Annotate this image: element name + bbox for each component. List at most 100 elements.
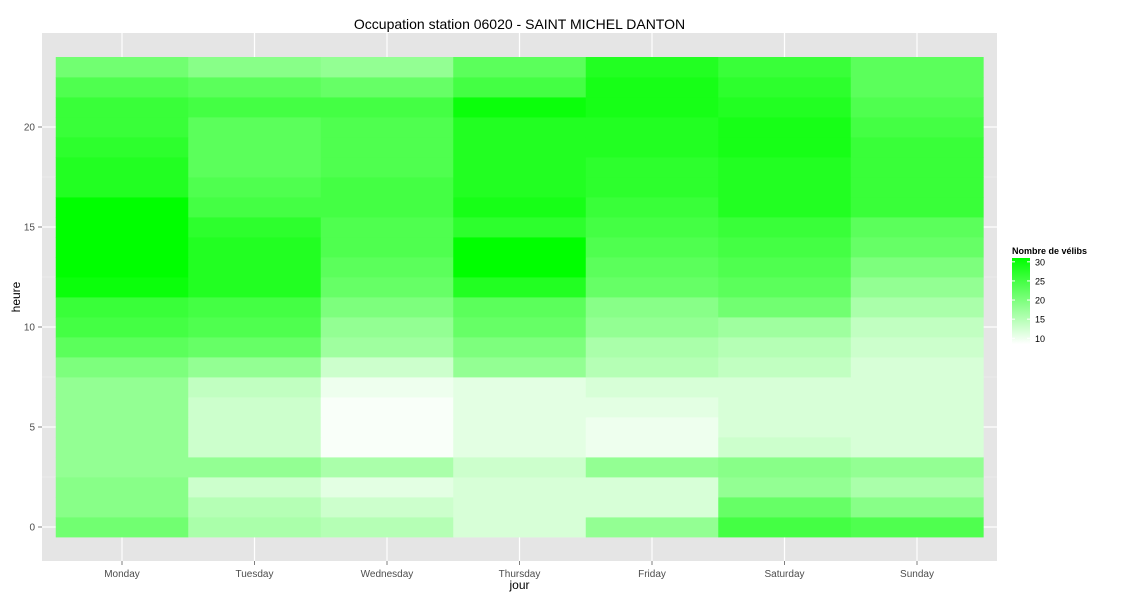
heatmap-cell bbox=[585, 237, 719, 258]
heatmap-cell bbox=[188, 417, 322, 438]
legend-label: 15 bbox=[1035, 315, 1045, 325]
heatmap-cell bbox=[585, 477, 719, 498]
heatmap-cell bbox=[188, 157, 322, 178]
legend-title: Nombre de vélibs bbox=[1012, 246, 1087, 256]
x-tick-label: Friday bbox=[638, 569, 666, 580]
heatmap-cell bbox=[850, 257, 984, 278]
heatmap-cell bbox=[55, 257, 189, 278]
heatmap-cell bbox=[453, 177, 587, 198]
heatmap-cell bbox=[453, 197, 587, 218]
heatmap-cell bbox=[718, 477, 852, 498]
heatmap-cell bbox=[320, 197, 454, 218]
heatmap-cell bbox=[850, 217, 984, 238]
heatmap-cell bbox=[453, 217, 587, 238]
heatmap-cell bbox=[55, 97, 189, 118]
heatmap-cell bbox=[55, 317, 189, 338]
y-axis-title: heure bbox=[9, 281, 23, 312]
heatmap-cell bbox=[453, 397, 587, 418]
heatmap-cell bbox=[718, 457, 852, 478]
heatmap-cell bbox=[188, 117, 322, 138]
heatmap-cell bbox=[585, 77, 719, 98]
heatmap-cell bbox=[320, 57, 454, 78]
heatmap-cell bbox=[453, 157, 587, 178]
heatmap-cell bbox=[320, 317, 454, 338]
heatmap-cell bbox=[188, 297, 322, 318]
heatmap-cell bbox=[850, 197, 984, 218]
heatmap-cell bbox=[453, 357, 587, 378]
heatmap-cell bbox=[850, 97, 984, 118]
heatmap-cell bbox=[718, 157, 852, 178]
heatmap-cell bbox=[188, 197, 322, 218]
heatmap-cell bbox=[320, 497, 454, 518]
heatmap-cell bbox=[188, 237, 322, 258]
heatmap-cell bbox=[585, 217, 719, 238]
heatmap-cell bbox=[718, 137, 852, 158]
heatmap-cell bbox=[453, 497, 587, 518]
heatmap-cell bbox=[850, 117, 984, 138]
heatmap-cell bbox=[718, 297, 852, 318]
heatmap-cell bbox=[55, 337, 189, 358]
heatmap-cell bbox=[850, 77, 984, 98]
heatmap-cell bbox=[55, 157, 189, 178]
heatmap-cell bbox=[55, 237, 189, 258]
heatmap-cell bbox=[320, 377, 454, 398]
heatmap-cell bbox=[55, 357, 189, 378]
heatmap-cell bbox=[718, 57, 852, 78]
heatmap-cell bbox=[585, 377, 719, 398]
heatmap-cell bbox=[320, 117, 454, 138]
heatmap-cell bbox=[453, 257, 587, 278]
heatmap-cell bbox=[320, 97, 454, 118]
heatmap-cell bbox=[718, 97, 852, 118]
heatmap-cell bbox=[188, 77, 322, 98]
heatmap-cell bbox=[585, 317, 719, 338]
heatmap-cell bbox=[320, 337, 454, 358]
heatmap-cells bbox=[55, 57, 984, 538]
heatmap-cell bbox=[320, 297, 454, 318]
heatmap-cell bbox=[453, 277, 587, 298]
heatmap-cell bbox=[585, 197, 719, 218]
heatmap-cell bbox=[55, 377, 189, 398]
heatmap-cell bbox=[585, 57, 719, 78]
heatmap-cell bbox=[188, 277, 322, 298]
heatmap-cell bbox=[718, 177, 852, 198]
heatmap-cell bbox=[585, 177, 719, 198]
heatmap-cell bbox=[453, 317, 587, 338]
heatmap-cell bbox=[55, 297, 189, 318]
heatmap-cell bbox=[718, 217, 852, 238]
heatmap-cell bbox=[188, 57, 322, 78]
heatmap-cell bbox=[188, 97, 322, 118]
heatmap-cell bbox=[320, 517, 454, 538]
heatmap-cell bbox=[718, 77, 852, 98]
x-tick-label: Thursday bbox=[499, 569, 541, 580]
heatmap-cell bbox=[850, 157, 984, 178]
heatmap-cell bbox=[850, 457, 984, 478]
y-tick-label: 20 bbox=[24, 123, 36, 134]
heatmap-cell bbox=[453, 237, 587, 258]
heatmap-cell bbox=[320, 157, 454, 178]
heatmap-cell bbox=[188, 517, 322, 538]
heatmap-cell bbox=[55, 437, 189, 458]
heatmap-cell bbox=[718, 417, 852, 438]
heatmap-cell bbox=[850, 417, 984, 438]
legend: Nombre de vélibs 30 25 20 15 10 bbox=[1012, 246, 1087, 344]
heatmap-cell bbox=[850, 277, 984, 298]
heatmap-cell bbox=[585, 297, 719, 318]
heatmap-cell bbox=[320, 277, 454, 298]
heatmap-cell bbox=[453, 437, 587, 458]
heatmap-cell bbox=[320, 417, 454, 438]
heatmap-cell bbox=[453, 57, 587, 78]
heatmap-cell bbox=[55, 137, 189, 158]
heatmap-cell bbox=[718, 197, 852, 218]
heatmap-cell bbox=[188, 177, 322, 198]
heatmap-cell bbox=[453, 417, 587, 438]
heatmap-cell bbox=[850, 437, 984, 458]
heatmap-cell bbox=[850, 397, 984, 418]
heatmap-cell bbox=[320, 77, 454, 98]
heatmap-cell bbox=[718, 517, 852, 538]
heatmap-cell bbox=[453, 377, 587, 398]
heatmap-cell bbox=[585, 337, 719, 358]
heatmap-cell bbox=[718, 317, 852, 338]
heatmap-cell bbox=[718, 117, 852, 138]
heatmap-cell bbox=[850, 517, 984, 538]
